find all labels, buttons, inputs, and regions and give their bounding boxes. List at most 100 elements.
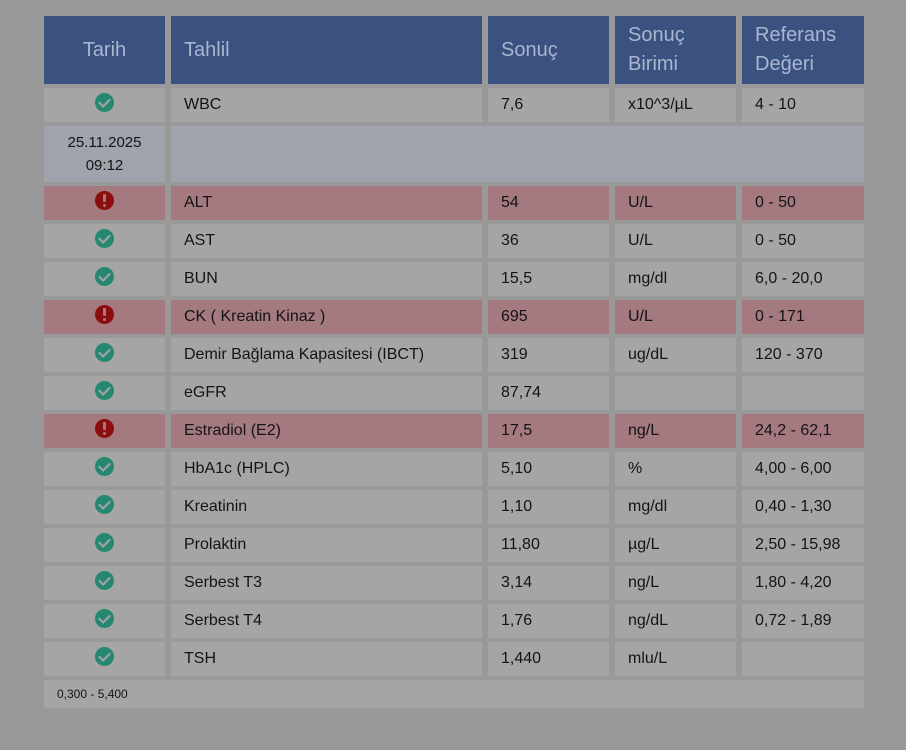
check-circle-icon	[95, 570, 114, 590]
test-reference: 120 - 370	[742, 338, 864, 372]
test-unit	[615, 376, 736, 410]
check-circle-icon	[95, 342, 114, 362]
table-row[interactable]: WBC 7,6 x10^3/µL 4 - 10	[44, 88, 864, 122]
table-row[interactable]: HbA1c (HPLC) 5,10% 4,00 - 6,00	[44, 452, 864, 486]
test-reference: 0,40 - 1,30	[742, 490, 864, 524]
test-reference: 24,2 - 62,1	[742, 414, 864, 448]
test-unit: mlu/L	[615, 642, 736, 676]
table-row[interactable]: BUN 15,5 mg/dl 6,0 - 20,0	[44, 262, 864, 296]
note-row: 0,300 - 5,400	[44, 680, 864, 708]
table-row[interactable]: Demir Bağlama Kapasitesi (IBCT) 319 ug/dL 1…	[44, 338, 864, 372]
test-reference: 4 - 10	[742, 88, 864, 122]
table-row[interactable]: Kreatinin 1,10 mg/dl 0,40 - 1,30	[44, 490, 864, 524]
status-cell	[44, 604, 165, 638]
test-unit: mg/dl	[615, 262, 736, 296]
test-name: Serbest T4	[171, 604, 482, 638]
test-name: WBC	[171, 88, 482, 122]
exclamation-circle-icon	[95, 418, 114, 438]
test-name: TSH	[171, 642, 482, 676]
test-result: 1,440	[488, 642, 609, 676]
test-name: eGFR	[171, 376, 482, 410]
test-unit: %	[615, 452, 736, 486]
table-row[interactable]: Serbest T4 1,76 ng/dL 0,72 - 1,89	[44, 604, 864, 638]
test-unit: mg/dl	[615, 490, 736, 524]
check-circle-icon	[95, 92, 114, 112]
test-name: ALT	[171, 186, 482, 220]
test-result: 319	[488, 338, 609, 372]
table-row[interactable]: Serbest T3 3,14 ng/L 1,80 - 4,20	[44, 566, 864, 600]
check-circle-icon	[95, 266, 114, 286]
status-cell	[44, 224, 165, 258]
check-circle-icon	[95, 494, 114, 514]
table-row[interactable]: Estradiol (E2) 17,5 ng/L 24,2 - 62,1	[44, 414, 864, 448]
test-result: 1,10	[488, 490, 609, 524]
check-circle-icon	[95, 532, 114, 552]
table-row[interactable]: AST 36 U/L 0 - 50	[44, 224, 864, 258]
group-time: 09:12	[85, 157, 124, 174]
test-reference: 4,00 - 6,00	[742, 452, 864, 486]
test-unit: U/L	[615, 300, 736, 334]
test-unit: U/L	[615, 224, 736, 258]
note-text: 0,300 - 5,400	[44, 680, 864, 708]
test-result: 15,5	[488, 262, 609, 296]
status-cell	[44, 338, 165, 372]
test-reference: 6,0 - 20,0	[742, 262, 864, 296]
test-result: 1,76	[488, 604, 609, 638]
header-result[interactable]: Sonuç	[488, 16, 609, 84]
lab-results-table: Tarih Tahlil Sonuç Sonuç Birimi Referans…	[38, 12, 870, 712]
test-name: BUN	[171, 262, 482, 296]
table-header-row: Tarih Tahlil Sonuç Sonuç Birimi Referans…	[44, 16, 864, 84]
test-result: 36	[488, 224, 609, 258]
test-unit: x10^3/µL	[615, 88, 736, 122]
test-result: 11,80	[488, 528, 609, 562]
status-cell	[44, 300, 165, 334]
status-cell	[44, 376, 165, 410]
test-result: 87,74	[488, 376, 609, 410]
header-reference[interactable]: Referans Değeri	[742, 16, 864, 84]
test-unit: ng/L	[615, 414, 736, 448]
test-reference: 0 - 171	[742, 300, 864, 334]
status-cell	[44, 88, 165, 122]
status-cell	[44, 414, 165, 448]
test-result: 3,14	[488, 566, 609, 600]
test-name: Demir Bağlama Kapasitesi (IBCT)	[171, 338, 482, 372]
header-unit[interactable]: Sonuç Birimi	[615, 16, 736, 84]
test-result: 695	[488, 300, 609, 334]
test-name: Estradiol (E2)	[171, 414, 482, 448]
test-reference: 2,50 - 15,98	[742, 528, 864, 562]
table-row[interactable]: CK ( Kreatin Kinaz ) 695 U/L 0 - 171	[44, 300, 864, 334]
test-reference: 0 - 50	[742, 186, 864, 220]
table-row[interactable]: TSH 1,440 mlu/L	[44, 642, 864, 676]
status-cell	[44, 452, 165, 486]
header-test[interactable]: Tahlil	[171, 16, 482, 84]
test-result: 7,6	[488, 88, 609, 122]
test-unit: ug/dL	[615, 338, 736, 372]
group-datetime: 25.11.2025 09:12	[44, 126, 165, 182]
check-circle-icon	[95, 380, 114, 400]
header-date[interactable]: Tarih	[44, 16, 165, 84]
status-cell	[44, 528, 165, 562]
table-row[interactable]: Prolaktin 11,80 µg/L 2,50 - 15,98	[44, 528, 864, 562]
test-name: Prolaktin	[171, 528, 482, 562]
test-name: CK ( Kreatin Kinaz )	[171, 300, 482, 334]
exclamation-circle-icon	[95, 304, 114, 324]
table-row[interactable]: ALT 54 U/L 0 - 50	[44, 186, 864, 220]
test-name: Serbest T3	[171, 566, 482, 600]
test-result: 5,10	[488, 452, 609, 486]
status-cell	[44, 566, 165, 600]
date-group-row: 25.11.2025 09:12	[44, 126, 864, 182]
status-cell	[44, 642, 165, 676]
status-cell	[44, 490, 165, 524]
check-circle-icon	[95, 646, 114, 666]
test-result: 17,5	[488, 414, 609, 448]
table-row[interactable]: eGFR 87,74	[44, 376, 864, 410]
test-reference: 0,72 - 1,89	[742, 604, 864, 638]
group-spacer	[171, 126, 864, 182]
test-reference: 0 - 50	[742, 224, 864, 258]
test-name: AST	[171, 224, 482, 258]
test-unit: µg/L	[615, 528, 736, 562]
group-date: 25.11.2025	[67, 134, 142, 151]
test-name: HbA1c (HPLC)	[171, 452, 482, 486]
test-unit: U/L	[615, 186, 736, 220]
